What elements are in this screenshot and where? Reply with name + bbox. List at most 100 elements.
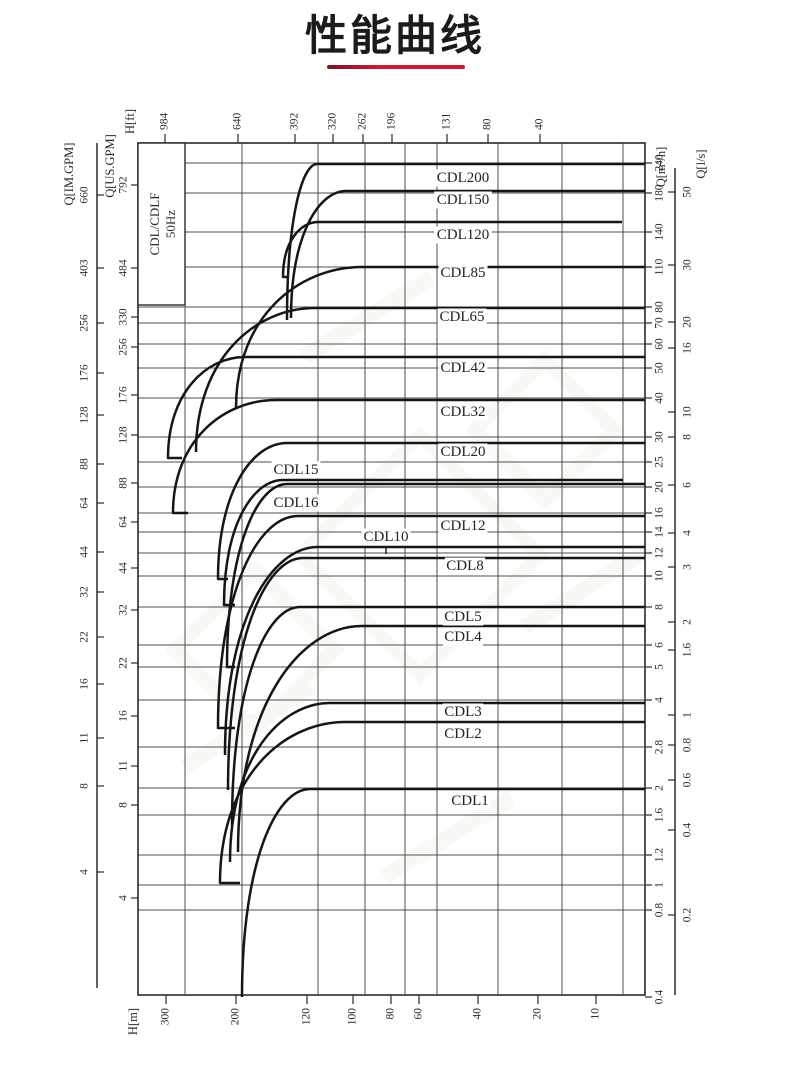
- bottom-tick-20: 20: [532, 1008, 544, 1020]
- curve-label-bg-CDL5: [442, 608, 484, 626]
- bottom-tick-10: 10: [590, 1008, 602, 1020]
- curve-CDL12: [216, 514, 645, 730]
- curve-CDL15: [222, 478, 623, 607]
- axis-title-im-gpm: Q[IM.GPM]: [62, 143, 76, 206]
- ls-tick-50: 50: [682, 186, 694, 198]
- curve-label-CDL120: CDL120: [437, 227, 490, 243]
- bottom-tick-80: 80: [385, 1008, 397, 1020]
- ls-tick-3: 3: [682, 564, 694, 570]
- curve-label-CDL12: CDL12: [441, 518, 486, 534]
- curve-label-CDL85: CDL85: [441, 265, 486, 281]
- curve-label-CDL1: CDL1: [451, 793, 489, 809]
- curve-label-CDL8: CDL8: [446, 558, 484, 574]
- m3h-tick-14: 14: [654, 526, 666, 538]
- m3h-tick-140: 140: [654, 223, 666, 241]
- imgpm-tick-403: 403: [79, 259, 91, 277]
- curve-label-bg-CDL85: [438, 264, 488, 282]
- curve-label-bg-CDL10: [361, 528, 411, 546]
- m3h-tick-2.8: 2.8: [654, 740, 666, 755]
- bottom-tick-120: 120: [301, 1008, 313, 1026]
- axis-title-ls: Q[l/s]: [694, 149, 708, 178]
- m3h-tick-1.2: 1.2: [654, 848, 666, 863]
- m3h-tick-2: 2: [654, 785, 666, 791]
- curve-labels: CDL200 CDL150 CDL120 CDL85 CDL65 CDL42 CDL32 CD…: [271, 169, 492, 810]
- usgpm-tick-330: 330: [118, 308, 130, 326]
- curve-label-bg-CDL16: [271, 494, 321, 512]
- imgpm-tick-88: 88: [79, 458, 91, 470]
- usgpm-tick-484: 484: [118, 259, 130, 277]
- curve-label-bg-CDL120: [434, 226, 492, 244]
- ls-tick-4: 4: [682, 530, 694, 536]
- m3h-tick-60: 60: [654, 338, 666, 350]
- curve-CDL65: [194, 306, 645, 453]
- curve-label-CDL16: CDL16: [274, 495, 320, 511]
- curve-label-CDL2: CDL2: [444, 726, 482, 742]
- curve-label-bg-CDL2: [442, 725, 484, 743]
- curve-CDL120: [281, 220, 622, 279]
- m3h-tick-12: 12: [654, 547, 666, 559]
- bottom-tick-40: 40: [472, 1008, 484, 1020]
- curve-label-CDL10: CDL10: [364, 529, 409, 545]
- usgpm-tick-44: 44: [118, 562, 130, 574]
- curve-CDL200: [285, 162, 645, 321]
- curve-label-CDL20: CDL20: [441, 444, 486, 460]
- curve-CDL1: [240, 787, 645, 998]
- usgpm-tick-88: 88: [118, 477, 130, 489]
- legend-box-line2: 50Hz: [163, 210, 178, 238]
- imgpm-tick-16: 16: [79, 678, 91, 690]
- ls-tick-30: 30: [682, 259, 694, 271]
- ls-tick-0.4: 0.4: [682, 823, 694, 838]
- curve-CDL2: [218, 720, 645, 885]
- curve-label-bg-CDL3: [442, 703, 484, 721]
- curve-label-CDL42: CDL42: [441, 360, 486, 376]
- curve-label-CDL150: CDL150: [437, 192, 490, 208]
- curve-CDL20: [216, 441, 645, 581]
- top-tick-320: 320: [327, 113, 339, 131]
- m3h-tick-10: 10: [654, 570, 666, 582]
- m3h-tick-6: 6: [654, 642, 666, 648]
- usgpm-tick-792: 792: [118, 176, 130, 194]
- curve-CDL3: [228, 701, 645, 863]
- curve-CDL32: [171, 398, 645, 515]
- curve-label-bg-CDL32: [438, 403, 488, 421]
- ls-tick-8: 8: [682, 434, 694, 440]
- usgpm-tick-11: 11: [118, 760, 130, 771]
- axes: [96, 143, 676, 995]
- curve-label-CDL200: CDL200: [437, 170, 490, 186]
- curve-CDL5: [230, 605, 645, 826]
- m3h-tick-20: 20: [654, 481, 666, 493]
- m3h-tick-1.6: 1.6: [654, 808, 666, 823]
- m3h-tick-0.8: 0.8: [654, 903, 666, 918]
- imgpm-tick-22: 22: [79, 631, 91, 643]
- usgpm-tick-22: 22: [118, 657, 130, 669]
- gridlines: [138, 143, 645, 995]
- usgpm-tick-128: 128: [118, 426, 130, 444]
- curve-CDL16: [225, 482, 645, 669]
- axis-title-hft: H[ft]: [123, 109, 137, 134]
- m3h-tick-30: 30: [654, 431, 666, 443]
- legend-box-line1: CDL/CDLF: [147, 193, 162, 256]
- watermark: [165, 270, 656, 884]
- axis-title-us-gpm: Q[US.GPM]: [103, 134, 117, 198]
- curve-label-bg-CDL150: [434, 191, 492, 209]
- top-tick-131: 131: [441, 113, 453, 131]
- m3h-tick-80: 80: [654, 301, 666, 313]
- curve-label-bg-CDL12: [438, 517, 488, 535]
- top-tick-40: 40: [534, 118, 546, 130]
- m3h-tick-1: 1: [654, 882, 666, 888]
- bottom-tick-60: 60: [413, 1008, 425, 1020]
- usgpm-tick-256: 256: [118, 338, 130, 356]
- curve-CDL10: [223, 545, 645, 756]
- m3h-tick-5: 5: [654, 664, 666, 670]
- ls-tick-6: 6: [682, 482, 694, 488]
- top-tick-80: 80: [482, 118, 494, 130]
- imgpm-tick-44: 44: [79, 546, 91, 558]
- usgpm-tick-64: 64: [118, 516, 130, 528]
- curve-label-CDL65: CDL65: [440, 309, 485, 325]
- ls-tick-16: 16: [682, 342, 694, 354]
- bottom-tick-300: 300: [160, 1008, 172, 1026]
- imgpm-tick-8: 8: [79, 783, 91, 789]
- top-tick-262: 262: [357, 113, 369, 131]
